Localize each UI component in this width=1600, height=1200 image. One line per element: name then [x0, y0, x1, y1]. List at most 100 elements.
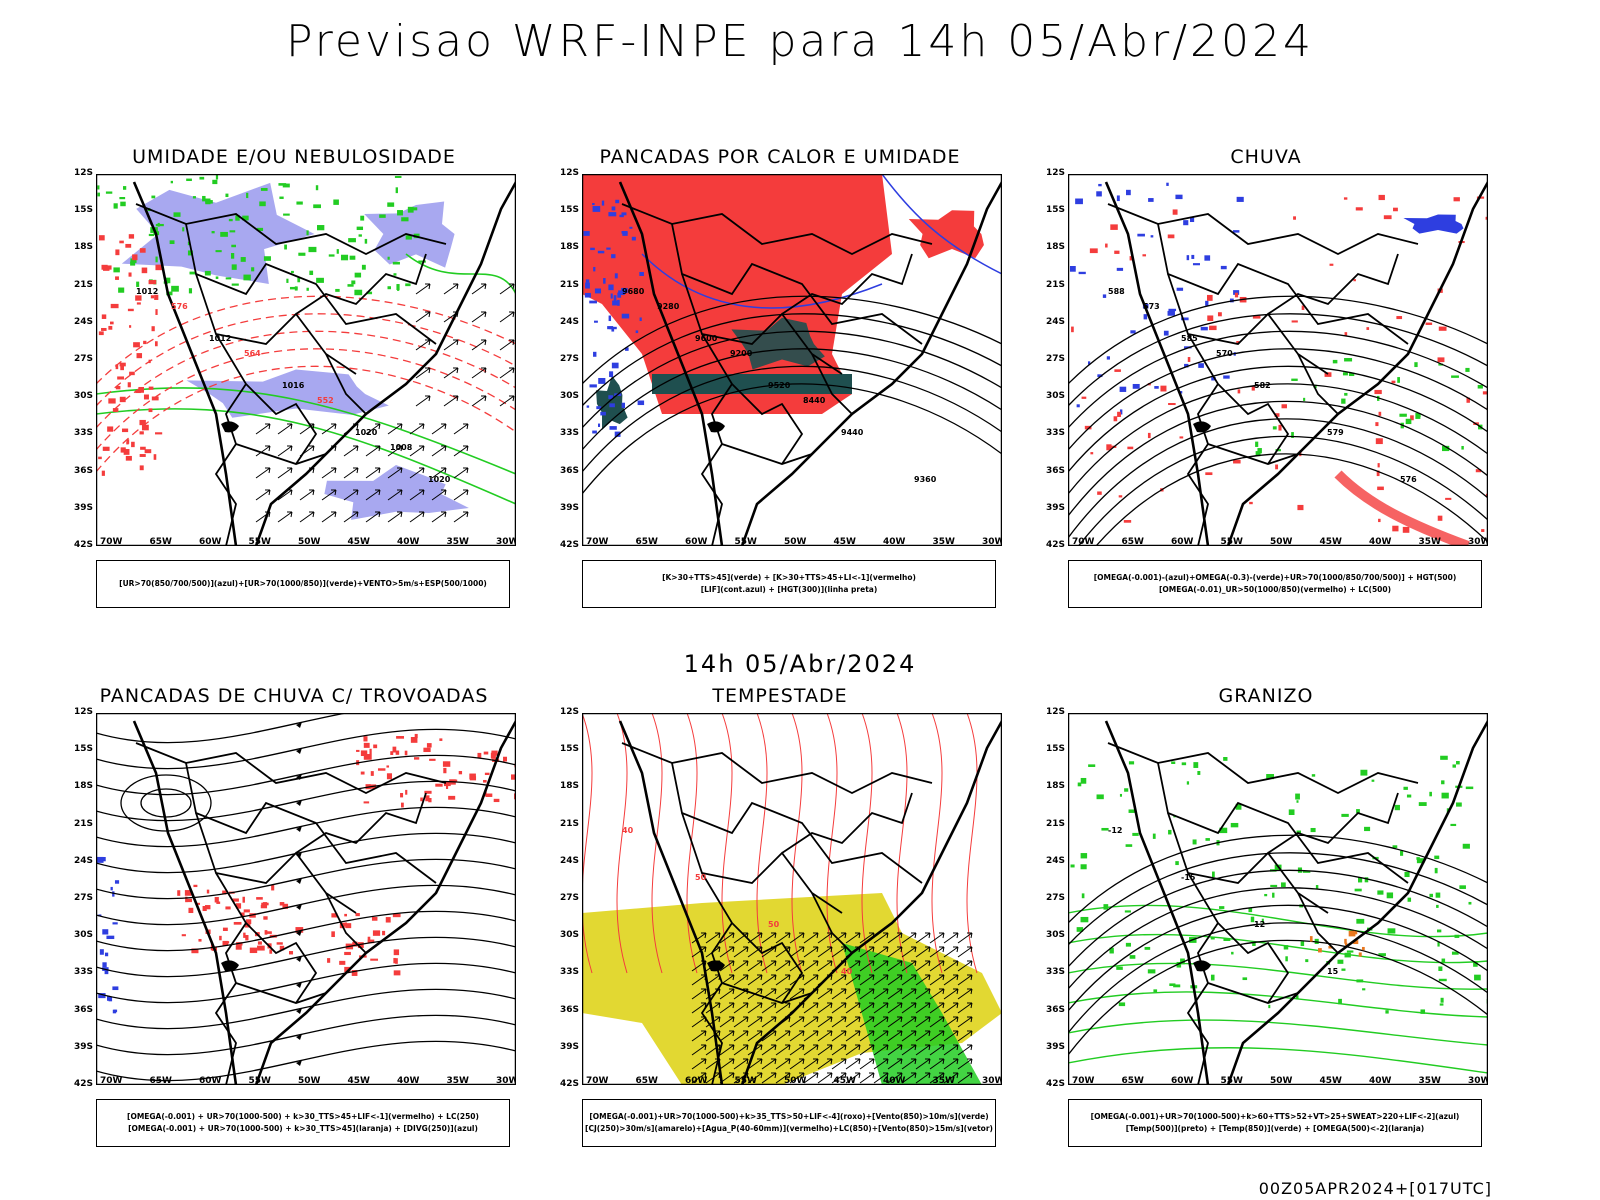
humidity-low-speck [354, 272, 362, 278]
temp850-line [1358, 877, 1363, 883]
state-border [295, 253, 427, 315]
thunderstorm-area [477, 752, 482, 758]
lifted-index-line [635, 330, 639, 334]
lon-tick-label: 40W [883, 1076, 906, 1085]
humidity-low-speck [202, 195, 206, 202]
omega-area [1236, 196, 1244, 202]
temp850-line [1473, 961, 1478, 967]
humidity-low-speck [296, 201, 303, 205]
temp850-line [1364, 877, 1369, 883]
humidity-low-speck [358, 234, 362, 237]
temp850-line [1119, 793, 1123, 797]
lat-tick-label: 36S [74, 1004, 94, 1015]
lifted-index-line [609, 326, 617, 330]
divergence-area [106, 935, 115, 940]
wind-vector [957, 1002, 973, 1014]
humidity-low-speck [297, 277, 301, 283]
temp850-line [1456, 802, 1462, 807]
wind-vector [887, 974, 903, 986]
wind-vector [719, 1002, 735, 1014]
thickness-line [98, 235, 105, 241]
lat-tick-label: 30S [1046, 930, 1066, 941]
lat-tick-label: 33S [560, 428, 580, 439]
omega-area [1232, 230, 1240, 233]
temp850-line [1459, 885, 1466, 889]
wind-vector [789, 946, 805, 958]
panel-tempestade: TEMPESTADE 12S 15S 18S 21S 24S 27S 30S 33S 36S 39S… [560, 685, 1002, 1155]
thunderstorm-area [260, 904, 268, 909]
lifted-index-line [629, 226, 633, 229]
legend-line: [LIF](cont.azul) + [HGT(300)](linha pret… [700, 585, 878, 594]
humidity-low-speck [118, 287, 125, 293]
divergence-area [112, 986, 119, 991]
thickness-line [127, 382, 131, 388]
thunderstorm-area [442, 761, 451, 767]
omega-area [1167, 310, 1175, 316]
coastline [618, 720, 1002, 1085]
temp850-line [1080, 864, 1087, 870]
streamline [96, 884, 516, 926]
streamline [96, 713, 516, 744]
temp850-line [1371, 779, 1375, 782]
omega-area [1119, 386, 1127, 392]
lifted-index-line [613, 295, 617, 301]
temp850-line [1181, 762, 1187, 766]
lon-tick-label: 30W [1468, 1076, 1488, 1085]
wind-vector [443, 367, 459, 379]
wind-vector [817, 946, 833, 958]
wind-vector [343, 467, 359, 479]
state-border [1107, 203, 1419, 256]
humidity-low-speck [189, 271, 196, 275]
wind-vector [747, 1072, 763, 1084]
contour-label: 9680 [622, 287, 645, 296]
state-border [711, 922, 813, 1004]
omega-area [1150, 235, 1154, 238]
thunderstorm-area [352, 942, 357, 946]
lon-tick-label: 50W [298, 537, 321, 546]
wind-vector [929, 1016, 945, 1028]
wind-vector [957, 1030, 973, 1042]
humidity-low-speck [284, 244, 287, 250]
contour-label: 12 [1254, 920, 1265, 929]
thickness-line [139, 248, 146, 253]
rain-area [1217, 312, 1222, 317]
omega-area [1096, 191, 1102, 197]
humidity-low-speck [260, 187, 268, 191]
temp850-line [1068, 962, 1488, 990]
rain-area [1378, 518, 1381, 523]
rain-area [1378, 411, 1382, 416]
thickness-line [115, 249, 120, 256]
divergence-area [104, 969, 109, 975]
wind-vector [929, 960, 945, 972]
thunderstorm-area [393, 949, 400, 956]
lat-tick-label: 15S [1046, 205, 1066, 216]
wind-vector [789, 1072, 805, 1084]
thunderstorm-area [327, 958, 331, 963]
omega-area [1163, 330, 1169, 336]
wind-vector [775, 1002, 791, 1014]
thickness-line [143, 340, 147, 345]
humidity-low-speck [361, 264, 366, 270]
lat-tick-label: 18S [560, 242, 580, 253]
omega-area [1132, 383, 1140, 389]
state-border [1167, 812, 1329, 914]
legend-line: [OMEGA(-0.01)_UR>50(1000/850)(vermelho) … [1158, 585, 1392, 594]
omega-area [1200, 326, 1208, 331]
omega-strong-area [1344, 392, 1348, 396]
wind-vector [831, 1072, 847, 1084]
thickness-line [140, 446, 146, 450]
humidity-low-speck [366, 291, 373, 295]
thickness-line [115, 276, 119, 280]
temp850-line [1076, 927, 1084, 932]
thunderstorm-area [177, 890, 181, 896]
lifted-index-line [617, 292, 622, 298]
temp850-line [1341, 813, 1349, 817]
temp850-line [1101, 827, 1109, 831]
rain-area [1081, 396, 1087, 399]
thunderstorm-area [413, 757, 420, 760]
contour-label: 1016 [282, 381, 305, 390]
contour-line [1068, 313, 1488, 407]
wind-vector [957, 1058, 973, 1070]
wind-vector [499, 395, 515, 407]
humidity-low-speck [340, 254, 349, 261]
